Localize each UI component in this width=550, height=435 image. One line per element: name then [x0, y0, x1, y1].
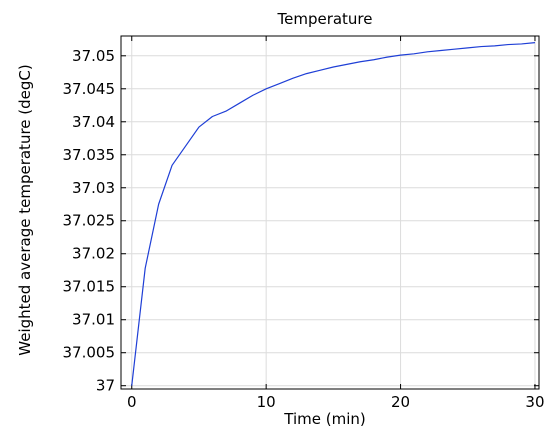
y-tick-label: 37.03: [72, 179, 115, 197]
x-tick-label: 20: [391, 393, 410, 411]
y-tick-label: 37.01: [72, 311, 115, 329]
series-line-temperature: [131, 42, 536, 386]
chart-title: Temperature: [276, 10, 372, 28]
x-axis-label: Time (min): [283, 410, 365, 428]
x-tick-label: 30: [525, 393, 544, 411]
y-tick-label: 37.045: [63, 80, 116, 98]
y-axis-label: Weighted average temperature (degC): [16, 64, 34, 355]
y-tick-label: 37: [96, 377, 115, 395]
y-tick-label: 37.05: [72, 47, 115, 65]
x-tick-label: 10: [257, 393, 276, 411]
y-tick-label: 37.005: [63, 344, 116, 362]
plot-area-frame: [120, 35, 540, 390]
axis-ticks: 37 37.005 37.01 37.015 37.02 37.025 37.03 37.03…: [63, 36, 545, 411]
grid-lines: [121, 36, 539, 389]
y-tick-label: 37.035: [63, 146, 116, 164]
x-tick-label: 0: [127, 393, 137, 411]
y-tick-label: 37.04: [72, 113, 115, 131]
y-tick-label: 37.015: [63, 278, 116, 296]
y-tick-label: 37.025: [63, 212, 116, 230]
y-tick-label: 37.02: [72, 245, 115, 263]
series-layer: [131, 42, 536, 386]
